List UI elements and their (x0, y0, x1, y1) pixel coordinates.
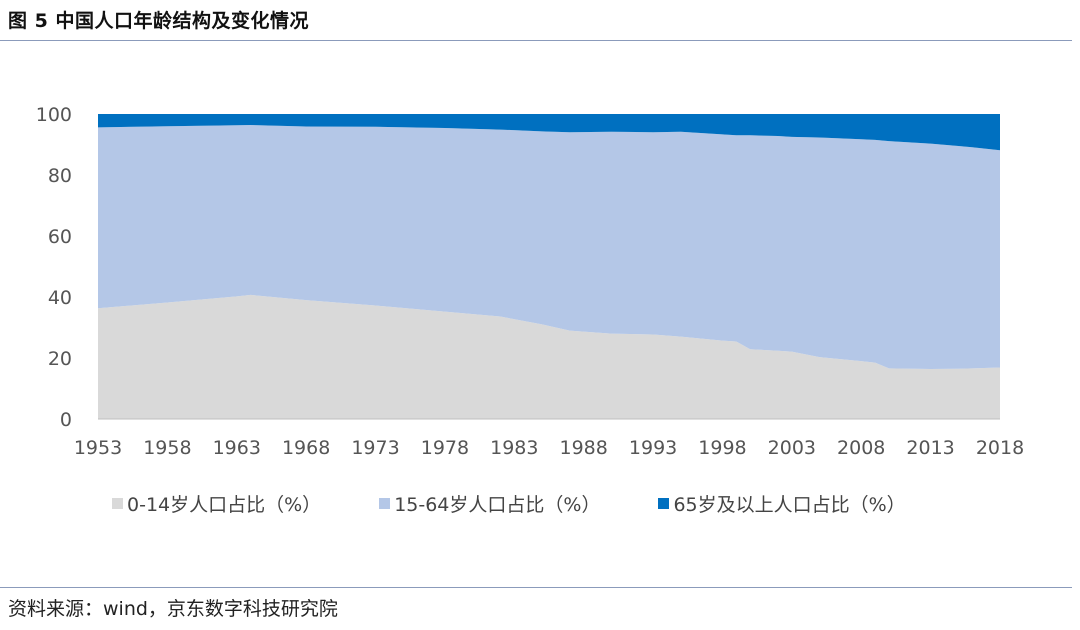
y-tick-label: 80 (48, 165, 72, 187)
x-tick-label: 2018 (976, 437, 1024, 459)
x-tick-label: 1963 (213, 437, 261, 459)
source-note: 资料来源：wind，京东数字科技研究院 (8, 598, 338, 620)
legend-item-working: 15-64岁人口占比（%） (379, 490, 600, 517)
x-tick-labels: 1953 1958 1963 1968 1973 1978 1983 1988 1993 1998… (74, 437, 1024, 459)
x-tick-label: 1988 (560, 437, 608, 459)
y-tick-label: 60 (48, 226, 72, 248)
x-tick-label: 1958 (143, 437, 191, 459)
legend-item-elderly: 65岁及以上人口占比（%） (658, 490, 906, 517)
y-tick-labels: 0 20 40 60 80 100 (36, 104, 72, 431)
area-layers (98, 114, 1000, 419)
x-tick-label: 2008 (837, 437, 885, 459)
legend-swatch-child (112, 498, 123, 509)
x-tick-label: 1998 (698, 437, 746, 459)
x-tick-label: 1983 (490, 437, 538, 459)
x-tick-label: 1973 (351, 437, 399, 459)
area-elderly-65plus (98, 114, 1000, 151)
figure-title: 图 5 中国人口年龄结构及变化情况 (8, 10, 309, 32)
x-tick-label: 1978 (421, 437, 469, 459)
x-tick-label: 1968 (282, 437, 330, 459)
population-structure-chart: 0 20 40 60 80 100 1953 1958 1963 1968 1973 1978 198… (36, 104, 1024, 459)
x-tick-label: 2013 (906, 437, 954, 459)
legend-item-child: 0-14岁人口占比（%） (112, 490, 321, 517)
y-tick-label: 0 (60, 409, 72, 431)
area-child-0-14 (98, 294, 1000, 419)
bottom-rule (0, 587, 1072, 588)
x-tick-label: 1953 (74, 437, 122, 459)
y-tick-label: 100 (36, 104, 72, 126)
legend: 0-14岁人口占比（%） 15-64岁人口占比（%） 65岁及以上人口占比（%） (112, 490, 906, 517)
x-tick-label: 1993 (629, 437, 677, 459)
legend-swatch-working (379, 498, 391, 509)
y-tick-label: 20 (48, 348, 72, 370)
area-working-15-64 (98, 125, 1000, 369)
top-rule (0, 40, 1072, 41)
y-tick-label: 40 (48, 287, 72, 309)
legend-label-elderly: 65岁及以上人口占比（%） (673, 494, 906, 516)
legend-swatch-elderly (658, 498, 670, 509)
x-tick-label: 2003 (768, 437, 816, 459)
legend-label-working: 15-64岁人口占比（%） (394, 494, 601, 516)
legend-label-child: 0-14岁人口占比（%） (127, 494, 322, 516)
